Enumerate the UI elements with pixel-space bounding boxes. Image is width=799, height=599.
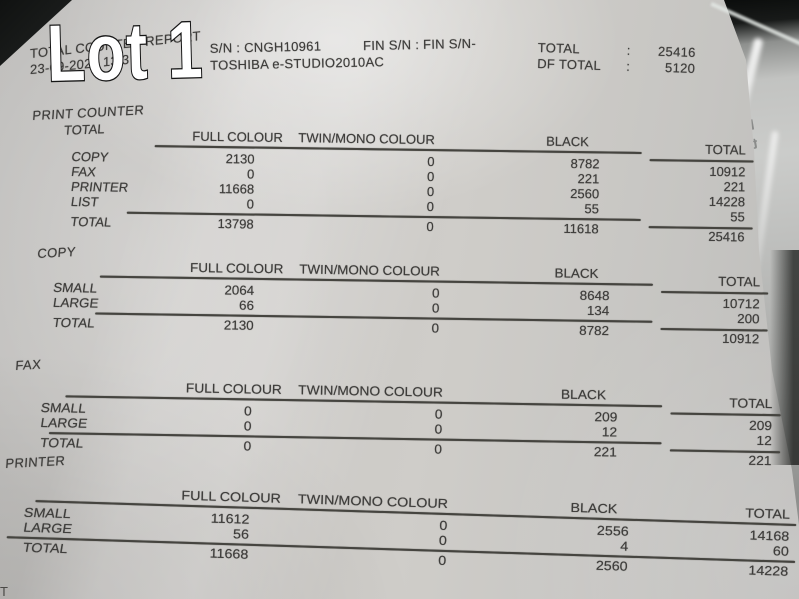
row-label: LARGE — [39, 414, 89, 431]
total-cell-value: 8782 — [579, 322, 610, 339]
total-cell-value: 0 — [434, 441, 443, 457]
cell-value: 11668 — [218, 181, 255, 197]
header-spacer — [0, 377, 141, 395]
cell-value: 0 — [434, 421, 443, 437]
colon: : — [626, 58, 631, 74]
section-title: PRINTER — [4, 452, 66, 472]
cell-value: 0 — [246, 196, 255, 212]
column-header: FULL COLOUR — [189, 259, 284, 277]
dark-edge-sliver — [770, 250, 799, 465]
total-cell-value: 221 — [593, 444, 617, 460]
cell-value: 2064 — [224, 282, 255, 298]
total-cell-value: 0 — [243, 438, 252, 454]
section-title: FAX — [14, 356, 42, 374]
total-cell-value: 0 — [426, 218, 434, 235]
model-name: TOSHIBA e-STUDIO2010AC — [210, 54, 385, 73]
column-header: FULL COLOUR — [185, 380, 282, 397]
cell-value: 55 — [584, 201, 600, 217]
total-cell-value: 25416 — [708, 228, 745, 245]
total-cell-value: 13798 — [217, 216, 254, 232]
colon: : — [626, 42, 631, 58]
totals-summary: TOTAL : 25416 DF TOTAL : 5120 — [537, 40, 696, 77]
table-body: COPY 2130 0 8782 10912 FAX 0 0 221 221 PRINTER 1166… — [0, 148, 746, 224]
total-cell-value: 0 — [431, 320, 440, 336]
column-header: TOTAL — [729, 395, 773, 412]
lot-overlay-text: Lot 1 — [45, 4, 206, 99]
cell-value: 0 — [426, 198, 435, 215]
total-cell-value: 11618 — [563, 220, 599, 237]
column-header: BLACK — [560, 386, 607, 403]
cell-value: 66 — [238, 297, 255, 313]
column-header: TOTAL — [704, 141, 746, 158]
column-header: BLACK — [554, 265, 599, 281]
total-row-label: TOTAL — [39, 434, 85, 451]
bottom-edge-fragment: T — [0, 584, 8, 599]
total-cell-value: 10912 — [721, 330, 760, 347]
total-row-label: TOTAL — [69, 214, 113, 230]
header-spacer — [0, 257, 146, 274]
cell-value: 12 — [601, 424, 618, 440]
df-total-value: 5120 — [664, 60, 696, 76]
cell-value: 0 — [247, 166, 255, 182]
device-identity: S/N : CNGH10961 TOSHIBA e-STUDIO2010AC — [210, 36, 385, 74]
header-spacer — [0, 126, 150, 143]
row-label: LARGE — [52, 294, 100, 311]
cell-value: 0 — [431, 300, 440, 316]
column-header: FULL COLOUR — [192, 128, 283, 145]
total-cell-value: 221 — [748, 452, 772, 469]
total-cell-value: 2130 — [223, 317, 254, 333]
column-header: TOTAL — [718, 273, 761, 290]
total-value: 25416 — [657, 43, 696, 60]
total-row-label: TOTAL — [51, 314, 96, 331]
finisher-serial: FIN S/N : FIN S/N- — [362, 35, 477, 54]
cell-value: 134 — [586, 302, 610, 319]
cell-value: 0 — [243, 418, 252, 434]
df-total-label: DF TOTAL — [537, 55, 602, 73]
row-label: LIST — [69, 194, 100, 210]
cell-value: 2130 — [225, 151, 255, 167]
column-header: BLACK — [546, 133, 589, 150]
